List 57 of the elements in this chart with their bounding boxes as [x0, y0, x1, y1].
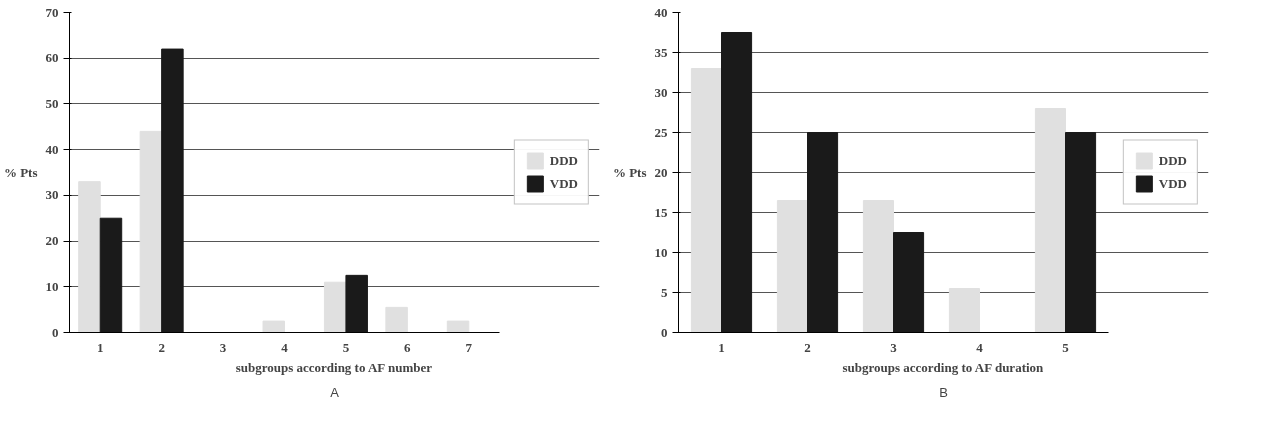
bar [161, 48, 184, 333]
x-tick-label: 1 [718, 339, 725, 355]
y-tick-label: 0 [52, 324, 59, 340]
bar [323, 281, 347, 333]
bar [776, 200, 808, 333]
x-tick-label: 2 [158, 339, 165, 355]
bar [139, 130, 163, 333]
y-tick-label: 0 [661, 324, 668, 340]
x-tick-label: 5 [1062, 339, 1070, 355]
x-tick-label: 5 [342, 339, 350, 355]
x-tick-label: 2 [804, 339, 811, 355]
bar [262, 320, 285, 333]
y-tick-label: 5 [661, 284, 668, 300]
bar [1065, 132, 1097, 333]
bar [721, 32, 753, 333]
bar [78, 181, 101, 333]
y-tick-label: 40 [45, 141, 59, 157]
x-tick-label: 6 [404, 339, 412, 355]
y-tick-label: 20 [654, 164, 668, 180]
y-tick-label: 35 [654, 44, 668, 60]
bar [807, 132, 839, 333]
y-axis-title: % Pts [612, 165, 647, 180]
y-tick-label: 40 [654, 4, 668, 20]
y-tick-label: 25 [654, 124, 668, 140]
y-tick-label: 30 [45, 187, 59, 203]
y-tick-label: 10 [654, 244, 668, 260]
bar [948, 288, 980, 333]
bar [345, 274, 368, 333]
bar [862, 200, 894, 333]
y-tick-label: 60 [45, 50, 59, 66]
bar [99, 217, 123, 333]
x-tick-label: 1 [96, 339, 104, 355]
x-tick-label: 7 [465, 339, 473, 355]
bar [690, 68, 722, 333]
y-tick-label: 70 [45, 4, 59, 20]
legend-label: VDD [1158, 175, 1187, 192]
x-tick-label: 4 [976, 339, 984, 355]
legend-label: DDD [549, 152, 578, 169]
bar [385, 306, 408, 333]
text: B [939, 384, 948, 400]
x-tick-label: 3 [890, 339, 898, 355]
y-tick-label: 10 [45, 278, 59, 294]
y-axis-title: % Pts [3, 165, 38, 180]
bar [1034, 108, 1066, 333]
legend-label: VDD [549, 175, 578, 192]
bar [446, 320, 470, 333]
x-axis-title: subgroups according to AF duration [842, 359, 1045, 375]
x-axis-title: subgroups according to AF number [235, 359, 433, 375]
x-tick-label: 3 [219, 339, 227, 355]
bar [893, 232, 925, 333]
text: A [330, 384, 340, 400]
y-tick-label: 30 [654, 84, 668, 100]
x-tick-label: 4 [281, 339, 289, 355]
y-tick-label: 50 [45, 95, 59, 111]
legend-label: DDD [1158, 152, 1187, 169]
y-tick-label: 20 [45, 233, 59, 249]
y-tick-label: 15 [654, 204, 668, 220]
